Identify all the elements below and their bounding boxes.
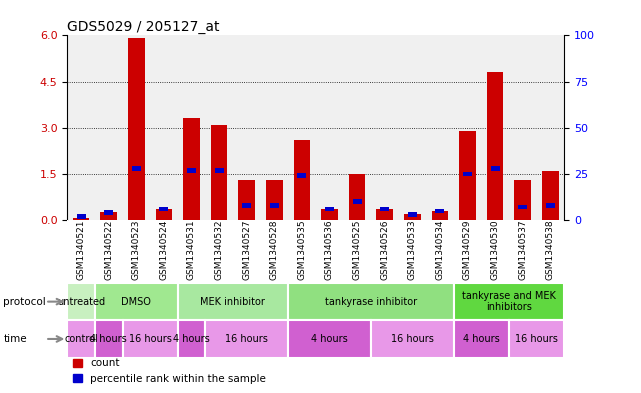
Bar	[122, 320, 178, 358]
Bar	[376, 209, 393, 220]
Bar	[463, 172, 472, 176]
Text: GSM1340525: GSM1340525	[353, 219, 362, 280]
Bar	[404, 214, 420, 220]
Text: GSM1340523: GSM1340523	[132, 219, 141, 280]
Bar	[76, 214, 86, 219]
Text: GSM1340521: GSM1340521	[77, 219, 86, 280]
Bar	[518, 205, 528, 209]
Text: GSM1340526: GSM1340526	[380, 219, 389, 280]
Text: GSM1340531: GSM1340531	[187, 219, 196, 280]
Text: GSM1340532: GSM1340532	[215, 219, 224, 280]
Bar	[104, 210, 113, 215]
Text: control: control	[64, 334, 98, 344]
Text: GSM1340536: GSM1340536	[325, 219, 334, 280]
Bar	[101, 212, 117, 220]
Text: GSM1340530: GSM1340530	[490, 219, 499, 280]
Text: untreated: untreated	[57, 297, 105, 307]
Text: tankyrase and MEK
inhibitors: tankyrase and MEK inhibitors	[462, 291, 556, 312]
Bar	[353, 199, 362, 204]
Bar	[509, 320, 564, 358]
Text: GSM1340524: GSM1340524	[160, 219, 169, 280]
Text: GSM1340534: GSM1340534	[435, 219, 444, 280]
Bar	[95, 320, 122, 358]
Bar	[238, 180, 255, 220]
Bar	[454, 320, 509, 358]
Bar	[211, 125, 228, 220]
Bar	[205, 320, 288, 358]
Bar	[132, 166, 141, 171]
Bar	[408, 212, 417, 217]
Bar	[266, 180, 283, 220]
Text: MEK inhibitor: MEK inhibitor	[201, 297, 265, 307]
Text: GSM1340535: GSM1340535	[297, 219, 306, 280]
Text: GSM1340522: GSM1340522	[104, 219, 113, 280]
Bar	[242, 203, 251, 208]
Bar	[325, 207, 334, 211]
Text: GSM1340537: GSM1340537	[518, 219, 527, 280]
Bar	[270, 203, 279, 208]
Bar	[294, 140, 310, 220]
Text: 16 hours: 16 hours	[515, 334, 558, 344]
Text: time: time	[3, 334, 27, 344]
Text: 16 hours: 16 hours	[391, 334, 434, 344]
Text: GSM1340538: GSM1340538	[545, 219, 554, 280]
Bar	[297, 173, 306, 178]
Text: 16 hours: 16 hours	[129, 334, 172, 344]
Bar	[545, 203, 555, 208]
Text: GDS5029 / 205127_at: GDS5029 / 205127_at	[67, 20, 220, 34]
Text: GSM1340528: GSM1340528	[270, 219, 279, 280]
Bar	[67, 283, 95, 320]
Legend: count, percentile rank within the sample: count, percentile rank within the sample	[69, 354, 271, 388]
Bar	[215, 168, 224, 173]
Bar	[431, 211, 448, 220]
Text: 4 hours: 4 hours	[90, 334, 127, 344]
Bar	[490, 166, 499, 171]
Text: GSM1340529: GSM1340529	[463, 219, 472, 280]
Bar	[487, 72, 503, 220]
Bar	[67, 320, 95, 358]
Text: 4 hours: 4 hours	[463, 334, 499, 344]
Text: 4 hours: 4 hours	[311, 334, 348, 344]
Bar	[459, 131, 476, 220]
Bar	[380, 207, 389, 211]
Text: GSM1340527: GSM1340527	[242, 219, 251, 280]
Bar	[178, 283, 288, 320]
Bar	[321, 209, 338, 220]
Bar	[288, 320, 371, 358]
Bar	[187, 168, 196, 173]
Bar	[515, 180, 531, 220]
Bar	[371, 320, 454, 358]
Text: protocol: protocol	[3, 297, 46, 307]
Bar	[160, 207, 169, 211]
Bar	[73, 218, 89, 220]
Bar	[183, 119, 200, 220]
Bar	[349, 174, 365, 220]
Bar	[128, 39, 145, 220]
Bar	[178, 320, 205, 358]
Text: 16 hours: 16 hours	[225, 334, 268, 344]
Bar	[156, 209, 172, 220]
Text: tankyrase inhibitor: tankyrase inhibitor	[325, 297, 417, 307]
Text: 4 hours: 4 hours	[173, 334, 210, 344]
Text: GSM1340533: GSM1340533	[408, 219, 417, 280]
Bar	[542, 171, 558, 220]
Bar	[454, 283, 564, 320]
Bar	[288, 283, 454, 320]
Bar	[435, 209, 444, 213]
Bar	[95, 283, 178, 320]
Text: DMSO: DMSO	[121, 297, 151, 307]
